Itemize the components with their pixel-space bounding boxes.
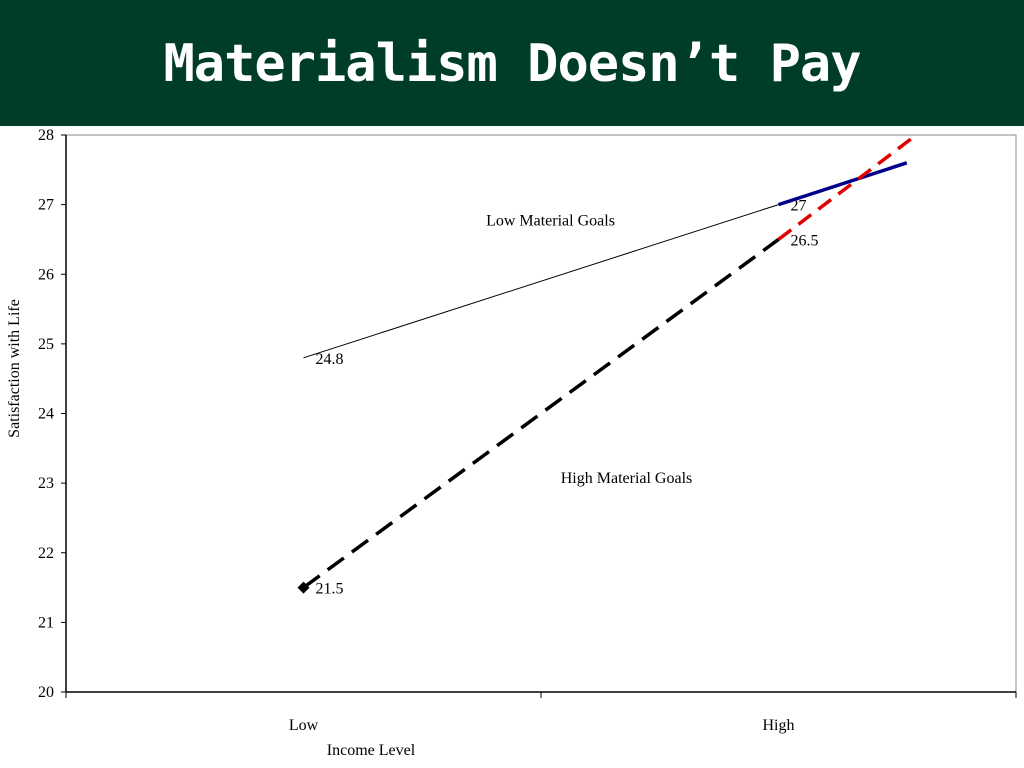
y-tick-label: 21 xyxy=(38,614,54,631)
data-label: 27 xyxy=(791,198,807,215)
data-label: 21.5 xyxy=(316,581,344,598)
y-tick-label: 27 xyxy=(38,197,54,214)
chart: 20 21 22 23 24 25 26 27 28 Low High Income Level Sat… xyxy=(6,127,1017,759)
data-label: 24.8 xyxy=(316,351,344,368)
y-tick-label: 23 xyxy=(38,475,54,492)
y-tick-label: 28 xyxy=(38,127,54,144)
x-tick-label: Low xyxy=(289,717,319,734)
series-line-1 xyxy=(302,238,780,589)
series-marker-1 xyxy=(297,581,310,594)
y-tick-label: 26 xyxy=(38,266,54,283)
title-bar xyxy=(0,0,1024,126)
x-tick-label: High xyxy=(763,717,795,734)
x-axis-label: Income Level xyxy=(327,742,416,759)
overlay-line-0 xyxy=(777,161,908,207)
y-tick-label: 25 xyxy=(38,336,54,353)
y-tick-label: 20 xyxy=(38,684,54,701)
series-line-0 xyxy=(303,204,779,359)
overlay-line-1 xyxy=(777,133,918,241)
y-axis-label: Satisfaction with Life xyxy=(6,299,23,438)
data-label: 26.5 xyxy=(791,232,819,249)
series-annotation-high: High Material Goals xyxy=(561,470,693,487)
series-annotation-low: Low Material Goals xyxy=(486,213,615,230)
y-tick-label: 24 xyxy=(38,406,54,423)
y-tick-label: 22 xyxy=(38,545,54,562)
slide-title: Materialism Doesn’t Pay xyxy=(163,34,861,94)
